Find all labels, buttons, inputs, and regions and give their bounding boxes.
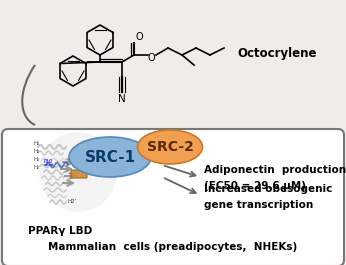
FancyArrowPatch shape xyxy=(165,166,195,176)
Text: H₂: H₂ xyxy=(34,141,40,146)
Text: O: O xyxy=(148,53,156,63)
Text: H2’: H2’ xyxy=(68,199,78,204)
Text: need: need xyxy=(44,163,54,167)
Text: β3: β3 xyxy=(82,168,89,173)
Text: β2: β2 xyxy=(82,162,89,167)
FancyArrowPatch shape xyxy=(164,178,196,193)
Text: Mammalian  cells (preadipocytes,  NHEKs): Mammalian cells (preadipocytes, NHEKs) xyxy=(48,242,298,252)
Text: SRC-2: SRC-2 xyxy=(147,140,193,154)
FancyBboxPatch shape xyxy=(2,129,344,265)
Text: H₂: H₂ xyxy=(34,165,40,170)
Ellipse shape xyxy=(137,130,202,164)
Text: H₂: H₂ xyxy=(34,157,40,162)
Text: N: N xyxy=(118,94,126,104)
Text: Increased obesogenic: Increased obesogenic xyxy=(204,184,333,194)
Ellipse shape xyxy=(69,137,151,177)
Text: O: O xyxy=(135,32,143,42)
Ellipse shape xyxy=(39,132,117,212)
FancyBboxPatch shape xyxy=(71,170,87,178)
Text: gene transcription: gene transcription xyxy=(204,200,313,210)
Text: P10: P10 xyxy=(44,159,53,164)
Text: PPARγ LBD: PPARγ LBD xyxy=(28,226,92,236)
Text: H2': H2' xyxy=(82,156,91,161)
Text: Adiponectin  production: Adiponectin production xyxy=(204,165,346,175)
Text: Octocrylene: Octocrylene xyxy=(237,47,317,60)
FancyArrowPatch shape xyxy=(20,117,31,125)
Text: (EC50 = 29.6 μM): (EC50 = 29.6 μM) xyxy=(204,181,306,191)
Text: H₂: H₂ xyxy=(34,149,40,154)
Text: SRC-1: SRC-1 xyxy=(84,149,136,165)
